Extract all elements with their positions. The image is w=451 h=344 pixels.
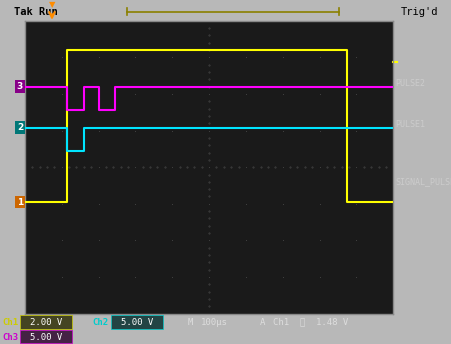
Text: 2.00 V: 2.00 V — [30, 318, 63, 327]
Text: PULSE2: PULSE2 — [394, 79, 424, 88]
Text: 100µs: 100µs — [201, 318, 227, 327]
Text: 5.00 V: 5.00 V — [120, 318, 153, 327]
Text: Ch1  ∯  1.48 V: Ch1 ∯ 1.48 V — [273, 318, 348, 327]
Text: 2: 2 — [17, 123, 23, 132]
Text: Trig'd: Trig'd — [400, 7, 437, 17]
Text: SIGNAL_PULSE: SIGNAL_PULSE — [394, 178, 451, 186]
Text: 5.00 V: 5.00 V — [30, 333, 63, 342]
Bar — [20, 315, 72, 329]
Text: Ch2: Ch2 — [92, 318, 109, 327]
Text: Ch3: Ch3 — [2, 333, 18, 342]
Text: M: M — [187, 318, 193, 327]
Bar — [110, 315, 162, 329]
Bar — [20, 330, 72, 343]
Text: 1: 1 — [17, 198, 23, 207]
Text: Tak Run: Tak Run — [14, 7, 57, 17]
Text: PULSE1: PULSE1 — [394, 120, 424, 129]
Text: A: A — [259, 318, 265, 327]
Text: ▼: ▼ — [49, 0, 55, 9]
Text: 3: 3 — [17, 82, 23, 91]
Text: Ch1: Ch1 — [2, 318, 18, 327]
